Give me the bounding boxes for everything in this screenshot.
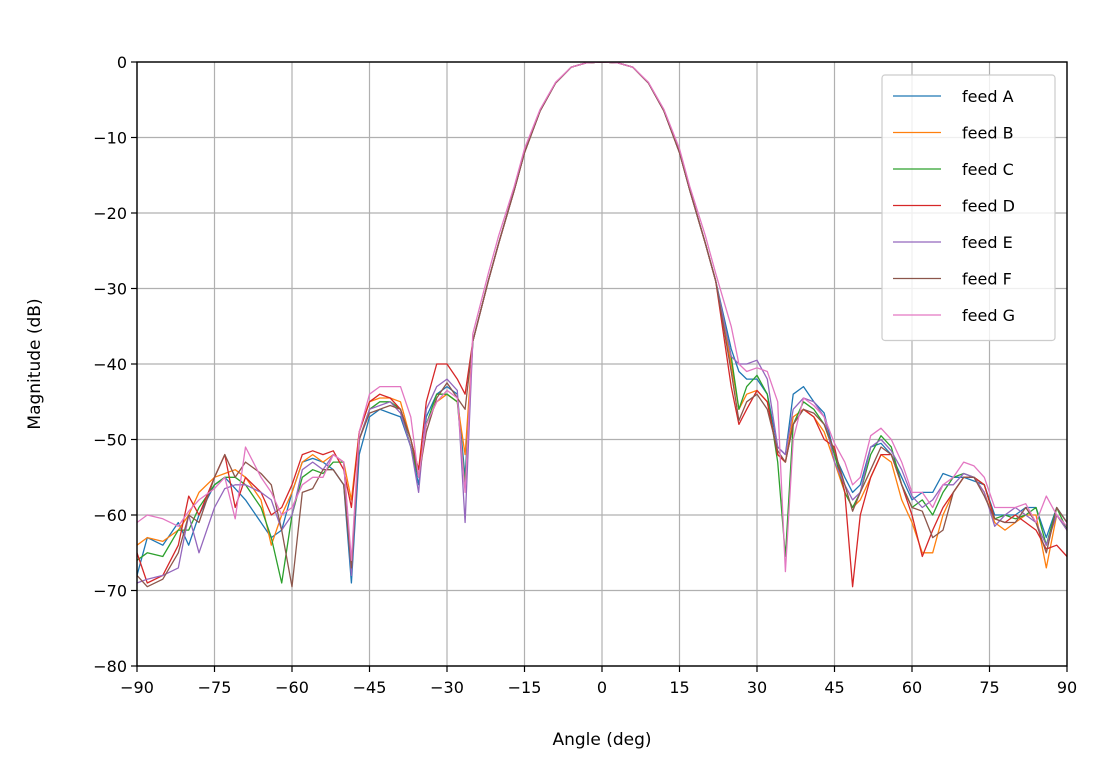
x-tick-label: −60: [275, 678, 309, 697]
y-tick-label: 0: [117, 53, 127, 72]
legend-label: feed G: [962, 306, 1015, 325]
x-tick-label: −45: [353, 678, 387, 697]
x-tick-label: 75: [979, 678, 999, 697]
y-tick-label: −70: [93, 582, 127, 601]
y-tick-label: −10: [93, 129, 127, 148]
legend-label: feed B: [962, 124, 1014, 143]
legend: feed A feed B feed C feed D feed E feed F feed…: [881, 74, 1056, 342]
x-tick-label: −90: [120, 678, 154, 697]
legend-label: feed F: [962, 270, 1012, 289]
legend-label: feed D: [962, 197, 1015, 216]
y-axis-label: Magnitude (dB): [25, 298, 45, 429]
x-axis: −90 −75 −60 −45 −30 −15 0 15 30 45 60 75 90: [120, 666, 1077, 697]
y-tick-label: −30: [93, 280, 127, 299]
x-tick-label: −30: [430, 678, 464, 697]
x-tick-label: 60: [902, 678, 922, 697]
x-tick-label: −15: [508, 678, 542, 697]
y-tick-label: −60: [93, 506, 127, 525]
y-tick-label: −80: [93, 657, 127, 676]
y-axis: 0 −10 −20 −30 −40 −50 −60 −70 −80: [93, 53, 137, 676]
series-line-feed-g: [137, 62, 1067, 573]
y-tick-label: −20: [93, 204, 127, 223]
y-tick-label: −40: [93, 355, 127, 374]
x-tick-label: 15: [669, 678, 689, 697]
x-tick-label: 90: [1057, 678, 1077, 697]
legend-label: feed E: [962, 233, 1013, 252]
x-axis-label: Angle (deg): [552, 730, 651, 750]
legend-box: [881, 74, 1056, 342]
legend-label: feed A: [962, 87, 1014, 106]
x-tick-label: 45: [824, 678, 844, 697]
series-layer: [137, 62, 1067, 588]
x-tick-label: 0: [597, 678, 607, 697]
x-tick-label: 30: [747, 678, 767, 697]
x-tick-label: −75: [198, 678, 232, 697]
y-tick-label: −50: [93, 431, 127, 450]
legend-label: feed C: [962, 160, 1014, 179]
